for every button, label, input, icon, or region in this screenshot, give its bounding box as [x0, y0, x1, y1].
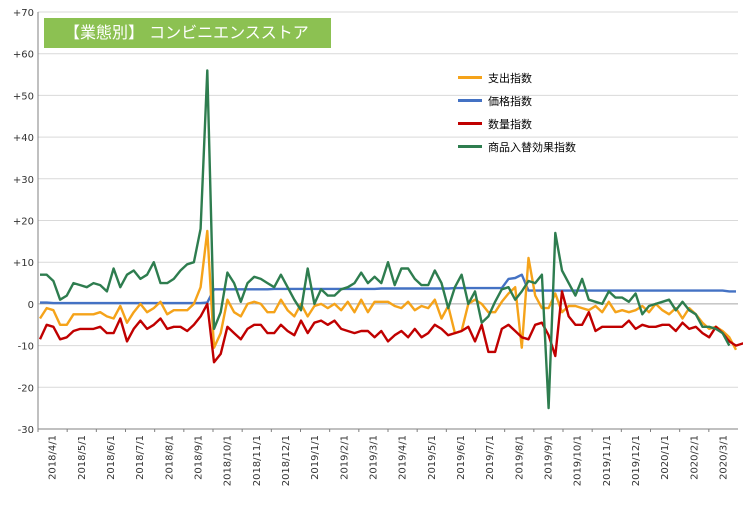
legend-item-replacement: 商品入替効果指数: [458, 135, 576, 158]
chart-title: 【業態別】 コンビニエンスストア: [44, 18, 331, 48]
x-tick-label: 2019/5/1: [427, 435, 438, 480]
x-tick-label: 2020/3/1: [718, 435, 729, 480]
x-tick-label: 2019/3/1: [368, 435, 379, 480]
x-tick-label: 2019/4/1: [398, 435, 409, 480]
x-tick-label: 2018/12/1: [281, 435, 292, 486]
x-tick-label: 2018/10/1: [223, 435, 234, 486]
y-tick-label: +10: [13, 258, 34, 269]
x-tick-label: 2020/1/1: [660, 435, 671, 480]
y-tick-label: +60: [13, 50, 34, 61]
series-lines: [38, 69, 743, 410]
series-line-1: [40, 273, 736, 305]
y-tick-label: -10: [18, 342, 34, 353]
x-tick-label: 2018/5/1: [77, 435, 88, 480]
legend-item-spending: 支出指数: [458, 66, 576, 89]
legend-label-quantity: 数量指数: [488, 117, 532, 131]
legend-label-replacement: 商品入替効果指数: [488, 140, 576, 154]
x-tick-labels: 2018/4/1 2018/5/1 2018/6/1 2018/7/1 2018/8/1…: [48, 435, 730, 486]
x-tick-label: 2019/10/1: [573, 435, 584, 486]
x-tick-label: 2018/7/1: [135, 435, 146, 480]
gridlines: [38, 11, 738, 430]
y-tick-label: -30: [18, 425, 34, 436]
y-tick-label: 0: [28, 300, 34, 311]
x-tick-label: 2019/2/1: [339, 435, 350, 480]
legend-swatch-price: [458, 99, 482, 102]
legend-swatch-replacement: [458, 145, 482, 148]
y-tick-label: +40: [13, 133, 34, 144]
x-tick-label: 2019/7/1: [485, 435, 496, 480]
y-tick-label: +30: [13, 175, 34, 186]
x-tick-label: 2018/8/1: [164, 435, 175, 480]
y-tick-label: -20: [18, 383, 34, 394]
legend-item-quantity: 数量指数: [458, 112, 576, 135]
legend: 支出指数 価格指数 数量指数 商品入替効果指数: [458, 66, 576, 158]
legend-item-price: 価格指数: [458, 89, 576, 112]
x-tick-label: 2019/12/1: [631, 435, 642, 486]
legend-label-spending: 支出指数: [488, 71, 532, 85]
x-tick-label: 2018/9/1: [193, 435, 204, 480]
axes: [37, 12, 738, 432]
series-line-3: [40, 69, 731, 410]
x-tick-label: 2019/8/1: [514, 435, 525, 480]
x-tick-label: 2019/6/1: [456, 435, 467, 480]
y-tick-label: +20: [13, 217, 34, 228]
y-tick-label: +50: [13, 91, 34, 102]
x-tick-label: 2019/9/1: [543, 435, 554, 480]
y-tick-labels: +70 +60 +50 +40 +30 +20 +10 0 -10 -20 -30: [13, 8, 34, 436]
x-tick-label: 2019/1/1: [310, 435, 321, 480]
legend-swatch-quantity: [458, 122, 482, 125]
x-tick-label: 2019/11/1: [602, 435, 613, 486]
series-line-2: [38, 290, 743, 364]
legend-label-price: 価格指数: [488, 94, 532, 108]
x-tick-label: 2018/4/1: [48, 435, 59, 480]
series-line-0: [38, 229, 738, 351]
legend-swatch-spending: [458, 76, 482, 79]
x-tick-label: 2018/6/1: [106, 435, 117, 480]
x-tick-label: 2020/2/1: [689, 435, 700, 480]
x-tick-label: 2018/11/1: [252, 435, 263, 486]
y-tick-label: +70: [13, 8, 34, 19]
